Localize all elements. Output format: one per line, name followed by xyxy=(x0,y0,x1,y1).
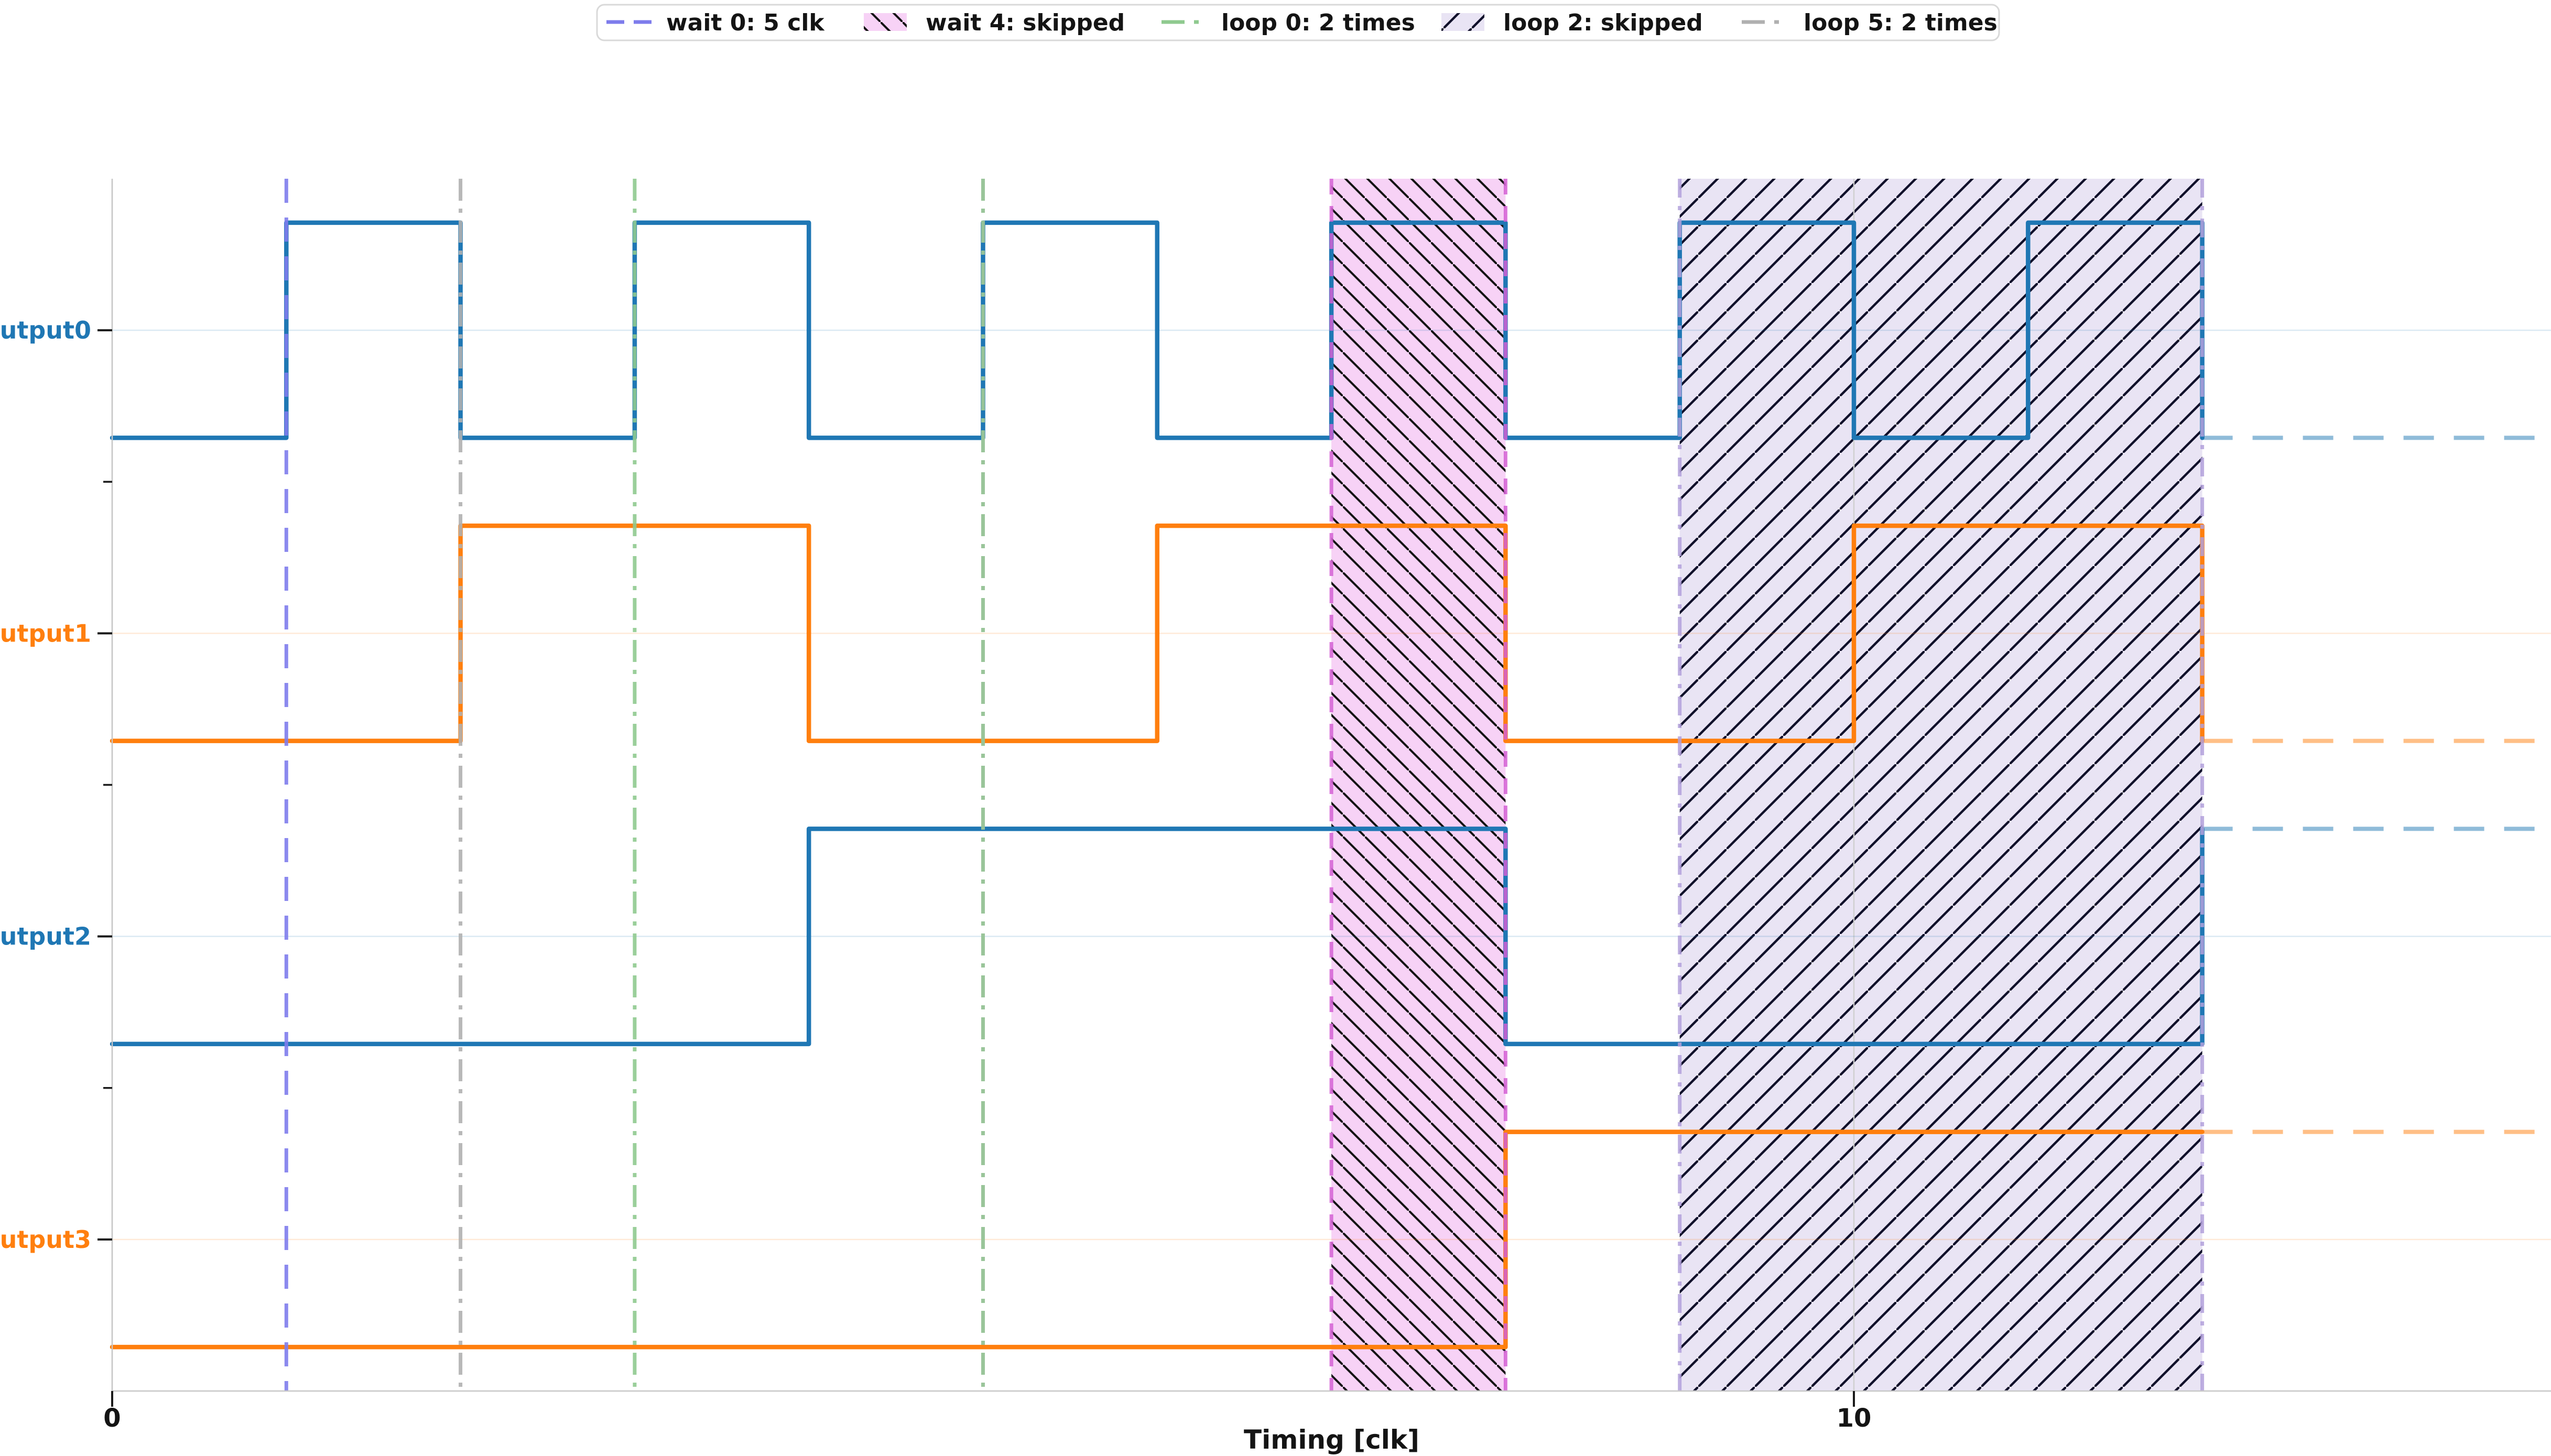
x-tick-label: 10 xyxy=(1837,1404,1872,1433)
skip-regions xyxy=(1331,179,2202,1391)
legend-box xyxy=(596,4,2000,41)
legend: wait 0: 5 clk wait 4: skipped loop 0: 2 ti… xyxy=(596,4,2000,41)
legend-patch-hatch xyxy=(864,13,907,31)
y-tick-label-output3: output3 xyxy=(0,1225,91,1254)
y-tick-label-output1: output1 xyxy=(0,619,91,647)
event-marker-lines xyxy=(284,179,985,1391)
x-axis-title: Timing [clk] xyxy=(1244,1425,1419,1455)
y-tick-label-output2: output2 xyxy=(0,922,91,951)
legend-item-1: wait 4: skipped xyxy=(864,9,1125,36)
region-hatch xyxy=(1331,179,1506,1391)
signal-output3-waveform xyxy=(110,1129,2205,1350)
legend-item-label: loop 5: 2 times xyxy=(1804,9,1998,36)
legend-patch-hatch xyxy=(1441,13,1484,31)
legend-item-label: wait 4: skipped xyxy=(926,9,1125,36)
legend-item-label: wait 0: 5 clk xyxy=(666,9,825,36)
region-hatch xyxy=(1679,179,2202,1391)
legend-item-4: loop 5: 2 times xyxy=(1742,9,1998,36)
region-edges xyxy=(1329,179,2205,1391)
region-wait-4-skipped xyxy=(1331,179,1506,1391)
legend-item-label: loop 2: skipped xyxy=(1503,9,1703,36)
region-loop-2-skipped xyxy=(1679,179,2202,1391)
axes: 0 10 Timing [clk] output0 output1 output2 outp… xyxy=(0,179,2551,1455)
legend-item-label: loop 0: 2 times xyxy=(1221,9,1415,36)
legend-item-0: wait 0: 5 clk xyxy=(606,9,825,36)
y-tick-label-output0: output0 xyxy=(0,316,91,344)
x-tick-label: 0 xyxy=(103,1404,121,1433)
legend-item-2: loop 0: 2 times xyxy=(1161,9,1415,36)
legend-item-3: loop 2: skipped xyxy=(1441,9,1703,36)
